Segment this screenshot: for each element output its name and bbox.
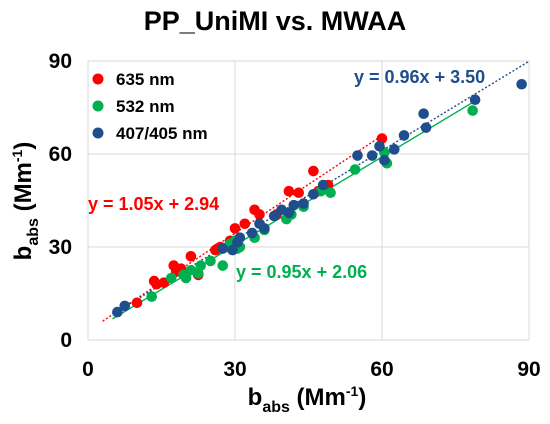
point-s2-8: [259, 223, 270, 234]
equation-407-405: y = 0.96x + 3.50: [354, 67, 485, 87]
tick-labels: 0 30 60 90 0 30 60 90: [49, 50, 541, 381]
point-s0-0: [131, 297, 143, 309]
point-s2-22: [418, 108, 429, 119]
y-tick-label-3: 90: [49, 50, 72, 73]
chart-title: PP_UniMI vs. MWAA: [144, 6, 407, 36]
point-s2-19: [379, 154, 390, 166]
point-s1-8: [217, 260, 229, 271]
point-s2-12: [288, 199, 300, 211]
x-axis-label-unit-sup: -1: [346, 383, 359, 399]
grid-lines: [87, 60, 530, 341]
point-s2-5: [234, 232, 246, 243]
y-tick-label-1: 30: [49, 236, 72, 259]
point-s0-7: [185, 250, 197, 262]
point-s0-16: [254, 209, 265, 220]
point-s2-17: [366, 150, 378, 161]
x-axis-label-unit-open: (Mm: [290, 384, 346, 411]
x-axis-label-sub: abs: [262, 399, 290, 416]
x-tick-label-1: 30: [223, 358, 246, 381]
legend-marker-635: [92, 73, 104, 85]
legend-marker-532: [92, 100, 104, 112]
legend: 635 nm 532 nm 407/405 nm: [92, 70, 208, 143]
point-s2-11: [283, 207, 295, 219]
point-s2-1: [119, 300, 131, 312]
point-s1-21: [349, 164, 361, 175]
point-s2-20: [388, 144, 400, 155]
point-s1-1: [166, 272, 177, 284]
y-axis-label-unit-close: ): [10, 142, 37, 150]
point-s1-7: [205, 255, 216, 267]
equation-532: y = 0.95x + 2.06: [236, 262, 367, 282]
plot-area: 0 30 60 90 0 30 60 90: [49, 50, 541, 381]
point-s0-13: [229, 223, 241, 234]
point-s2-6: [246, 227, 258, 239]
point-s1-6: [195, 260, 206, 271]
point-s2-18: [374, 140, 385, 152]
y-tick-label-2: 60: [49, 143, 72, 166]
point-s2-25: [516, 78, 527, 90]
point-s2-2: [217, 243, 229, 254]
legend-label-532: 532 nm: [116, 97, 175, 116]
x-axis-label-main: b: [248, 384, 263, 411]
y-axis-label-unit-open: (Mm: [10, 162, 37, 218]
point-s2-14: [308, 189, 319, 200]
point-s1-20: [325, 187, 336, 199]
point-s2-13: [298, 198, 309, 209]
point-s1-3: [180, 272, 192, 284]
y-axis-label: babs (Mm-1): [9, 142, 42, 261]
point-s2-3: [227, 244, 238, 256]
data-points: [112, 78, 527, 318]
point-s2-16: [352, 150, 363, 161]
x-axis-label-unit-close: ): [358, 384, 366, 411]
y-axis-label-unit-sup: -1: [9, 149, 25, 162]
point-s2-23: [420, 122, 432, 133]
equation-635: y = 1.05x + 2.94: [88, 194, 219, 214]
point-s0-18: [283, 185, 295, 197]
legend-label-635: 635 nm: [116, 70, 175, 89]
x-tick-label-3: 90: [517, 358, 540, 381]
point-s2-21: [398, 130, 410, 141]
legend-label-407-405: 407/405 nm: [116, 124, 208, 143]
x-tick-label-0: 0: [82, 358, 94, 381]
y-axis-label-sub: abs: [25, 218, 42, 246]
legend-marker-407-405: [92, 127, 104, 139]
y-axis-label-main: b: [10, 246, 37, 261]
point-s0-19: [293, 187, 305, 199]
point-s0-14: [239, 218, 251, 230]
point-s0-20: [308, 165, 319, 177]
point-s1-24: [467, 105, 478, 116]
x-tick-label-2: 60: [370, 358, 393, 381]
point-s2-15: [317, 179, 329, 191]
point-s1-0: [146, 291, 157, 302]
point-s2-0: [112, 306, 123, 318]
y-tick-label-0: 0: [60, 329, 72, 352]
point-s2-9: [268, 210, 280, 222]
x-axis-label: babs (Mm-1): [248, 383, 367, 416]
point-s2-24: [469, 94, 481, 106]
